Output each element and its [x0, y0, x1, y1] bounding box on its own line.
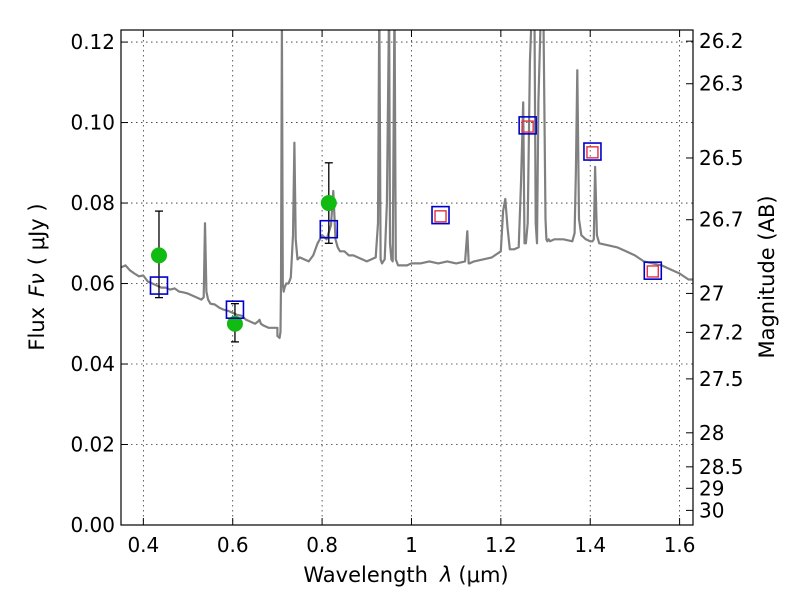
model-square: [225, 300, 245, 319]
magnitude-axis-label: Magnitude (AB): [755, 195, 779, 358]
magnitude-tick-label: 26.2: [699, 29, 744, 53]
observed-point: [320, 195, 337, 212]
comparison-square: [521, 120, 534, 133]
magnitude-tick-label: 28: [699, 421, 724, 445]
y-tick-label: 0.00: [70, 513, 115, 537]
model-square: [149, 276, 169, 295]
magnitude-tick-label: 27: [699, 281, 724, 305]
y-tick-label: 0.10: [70, 111, 115, 135]
y-tick-label: 0.06: [70, 272, 115, 296]
marker-layer: [149, 116, 663, 343]
y-tick-label: 0.02: [70, 433, 115, 457]
comparison-square: [646, 265, 659, 278]
observed-point: [226, 315, 243, 332]
model-square: [431, 205, 450, 225]
magnitude-tick-label: 29: [699, 476, 724, 500]
model-square: [643, 261, 663, 280]
label-layer: Wavelength λ (μm) FluxFν( μJy ) Magnitude …: [25, 195, 779, 587]
x-tick-label: 0.4: [127, 533, 159, 557]
x-tick-label: 0.6: [217, 533, 249, 557]
magnitude-tick-label: 30: [699, 498, 724, 522]
magnitude-tick-label: 27.5: [699, 367, 744, 391]
spectrum-line: [121, 30, 693, 339]
x-tick-label: 1.4: [574, 533, 606, 557]
x-tick-label: 1: [405, 533, 418, 557]
x-tick-label: 0.8: [306, 533, 338, 557]
x-tick-label: 1.2: [485, 533, 517, 557]
model-square: [319, 219, 339, 239]
model-square: [583, 142, 602, 161]
y-tick-label: 0.08: [70, 191, 115, 215]
plot-frame: [120, 29, 694, 526]
spectrum-layer: [121, 30, 693, 339]
magnitude-tick-label: 27.2: [699, 320, 744, 344]
magnitude-tick-label: 26.3: [699, 72, 744, 96]
comparison-square: [586, 146, 599, 159]
observed-point: [150, 247, 167, 264]
magnitude-tick-label: 28.5: [699, 455, 744, 479]
y-tick-label: 0.12: [70, 30, 115, 54]
tick-layer: 0.4 0.6 0.8 1 1.2 1.4 1.6 0.00 0.02 0.04 0.06 0.08 0…: [70, 29, 743, 557]
magnitude-tick-label: 26.5: [699, 146, 744, 170]
grid-lines: [121, 30, 693, 526]
y-tick-label: 0.04: [70, 352, 115, 376]
magnitude-tick-label: 26.7: [699, 208, 744, 232]
model-square: [518, 116, 537, 135]
x-tick-label: 1.6: [664, 533, 696, 557]
x-axis-label: Wavelength λ (μm): [303, 563, 508, 587]
y-axis-label: FluxFν( μJy ): [25, 203, 49, 350]
comparison-square: [434, 210, 447, 223]
